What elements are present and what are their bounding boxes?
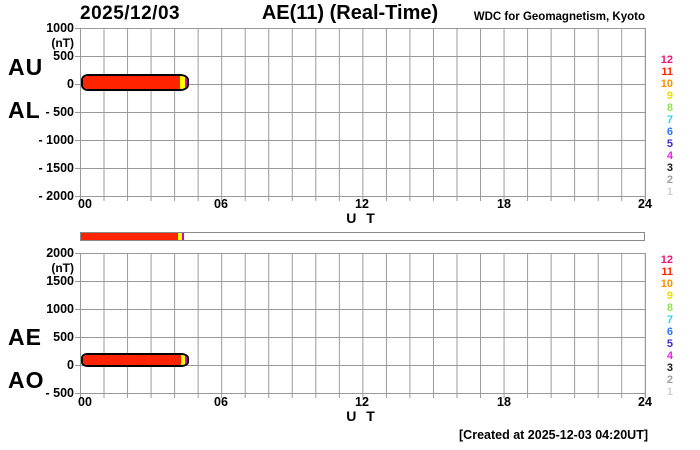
x-tick: 24	[638, 197, 652, 211]
station-number: 11	[661, 66, 673, 78]
availability-yellow-segment	[178, 233, 182, 240]
y-tick: 500	[53, 49, 74, 63]
y-tick: 1000	[46, 302, 74, 316]
station-number: 5	[666, 338, 673, 350]
y-unit-label: (nT)	[51, 261, 74, 275]
top-x-tick-marks	[80, 197, 646, 201]
availability-bar	[80, 232, 645, 241]
x-tick: 12	[355, 395, 369, 409]
station-number: 2	[666, 374, 673, 386]
station-number: 6	[666, 126, 673, 138]
station-number: 12	[660, 54, 673, 66]
availability-empty-segment	[184, 233, 644, 240]
y-tick: 1500	[46, 274, 74, 288]
x-tick: 06	[214, 197, 228, 211]
band-yellow-segment	[180, 76, 185, 89]
x-tick: 18	[497, 197, 511, 211]
x-tick: 18	[497, 395, 511, 409]
band-red-segment	[83, 355, 181, 365]
y-tick: - 2000	[38, 189, 74, 203]
band-red-segment	[83, 76, 180, 89]
ut-axis-label: U T	[346, 210, 378, 226]
station-number: 1	[666, 386, 673, 398]
ao-label: AO	[8, 367, 45, 393]
x-tick: 12	[355, 197, 369, 211]
y-tick: 500	[53, 330, 74, 344]
station-number: 9	[666, 290, 673, 302]
al-label: AL	[8, 97, 41, 123]
station-number: 2	[666, 174, 673, 186]
station-number: 1	[666, 186, 673, 198]
created-label: [Created at 2025-12-03 04:20UT]	[459, 428, 648, 442]
date-label: 2025/12/03	[80, 3, 181, 24]
station-number: 3	[666, 162, 673, 174]
credit-label: WDC for Geomagnetism, Kyoto	[473, 11, 645, 23]
band-yellow-segment	[181, 355, 185, 365]
station-number: 8	[666, 302, 673, 314]
ut-axis-label: U T	[346, 408, 378, 424]
station-number: 4	[666, 350, 673, 362]
bottom-x-tick-marks	[80, 394, 646, 398]
bottom-plot-area	[80, 253, 646, 394]
station-number: 12	[660, 254, 673, 266]
y-tick: 1000	[46, 21, 74, 35]
x-tick: 24	[638, 395, 652, 409]
station-number: 10	[660, 278, 673, 290]
station-number: 5	[666, 138, 673, 150]
availability-red-segment	[81, 233, 178, 240]
au-label: AU	[8, 54, 44, 80]
station-number: 6	[666, 326, 673, 338]
station-number: 8	[666, 102, 673, 114]
station-number: 7	[666, 314, 673, 326]
top-y-tick-marks	[75, 28, 80, 197]
ae-ao-data-band	[81, 353, 189, 367]
y-tick: 0	[67, 77, 74, 91]
y-tick: - 1000	[38, 133, 74, 147]
x-tick: 00	[78, 197, 92, 211]
y-tick: 0	[67, 358, 74, 372]
y-unit-label: (nT)	[51, 36, 74, 50]
x-tick: 00	[78, 395, 92, 409]
y-tick: - 500	[45, 105, 75, 119]
bottom-y-tick-marks	[75, 253, 80, 394]
station-number: 11	[661, 266, 673, 278]
ae-label: AE	[8, 324, 42, 350]
band-purple-segment	[185, 355, 187, 365]
station-number: 3	[666, 362, 673, 374]
station-number: 7	[666, 114, 673, 126]
availability-purple-segment	[182, 233, 184, 240]
band-purple-segment	[185, 76, 187, 89]
station-number: 9	[666, 90, 673, 102]
y-tick: - 1500	[38, 161, 74, 175]
station-number: 4	[666, 150, 673, 162]
y-tick: - 500	[45, 386, 75, 400]
station-number: 10	[660, 78, 673, 90]
y-tick: 2000	[46, 246, 74, 260]
x-tick: 06	[214, 395, 228, 409]
page-title: AE(11) (Real-Time)	[261, 2, 439, 24]
au-al-data-band	[81, 74, 189, 91]
top-plot-area	[80, 28, 646, 197]
